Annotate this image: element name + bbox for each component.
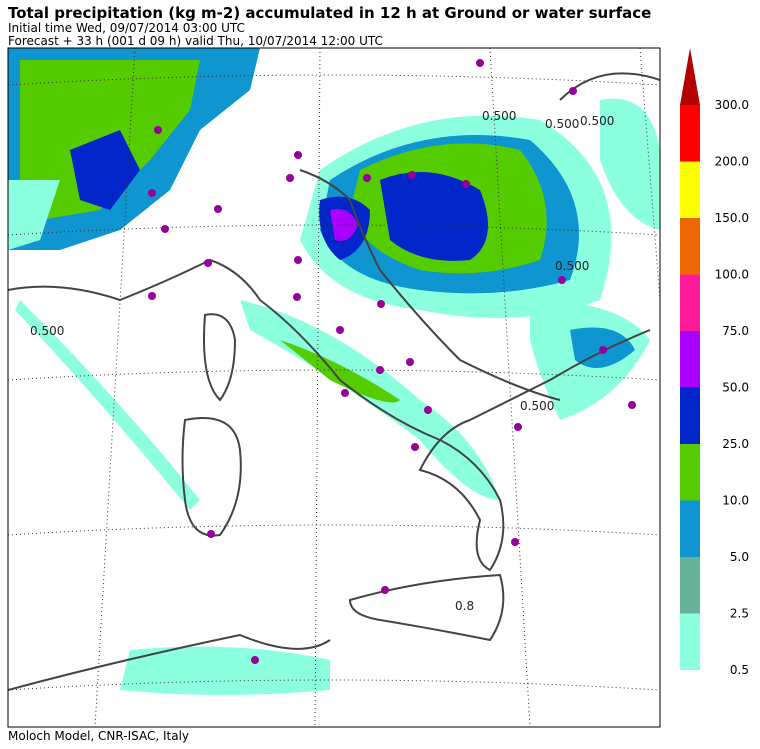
colorbar-band	[680, 331, 700, 388]
colorbar: 0.5 2.5 5.0 10.0 25.0 50.0 75.0 100.0 150.0 200.0…	[680, 48, 749, 677]
subtitle: Forecast + 33 h (001 d 09 h) valid Thu, …	[8, 34, 383, 48]
colorbar-band	[680, 500, 700, 557]
colorbar-band	[680, 557, 700, 614]
colorbar-band	[680, 613, 700, 670]
colorbar-label: 300.0	[715, 98, 749, 112]
colorbar-label: 2.5	[730, 607, 749, 621]
colorbar-label: 50.0	[722, 381, 749, 395]
colorbar-band	[680, 161, 700, 218]
colorbar-band	[680, 274, 700, 331]
colorbar-label: 75.0	[722, 324, 749, 338]
colorbar-label: 0.5	[730, 663, 749, 677]
contour-label: 0.500	[545, 117, 579, 131]
colorbar-band	[680, 387, 700, 444]
colorbar-band	[680, 218, 700, 275]
colorbar-arrow	[680, 48, 700, 105]
contour-label: 0.8	[455, 599, 474, 613]
cities	[148, 59, 636, 664]
subtitle: Initial time Wed, 09/07/2014 03:00 UTC	[8, 21, 245, 35]
colorbar-band	[680, 444, 700, 501]
colorbar-label: 200.0	[715, 155, 749, 169]
colorbar-label: 150.0	[715, 211, 749, 225]
colorbar-band	[680, 105, 700, 162]
colorbar-label: 100.0	[715, 268, 749, 282]
colorbar-label: 5.0	[730, 550, 749, 564]
footer: Moloch Model, CNR-ISAC, Italy	[8, 729, 189, 743]
contour-label: 0.500	[482, 109, 516, 123]
colorbar-label: 25.0	[722, 437, 749, 451]
contour-label: 0.500	[580, 114, 614, 128]
title: Total precipitation (kg m-2) accumulated…	[8, 4, 651, 22]
contour-label: 0.500	[555, 259, 589, 273]
colorbar-label: 10.0	[722, 494, 749, 508]
contour-label: 0.500	[30, 324, 64, 338]
map-frame	[7, 47, 661, 728]
contour-label: 0.500	[520, 399, 554, 413]
